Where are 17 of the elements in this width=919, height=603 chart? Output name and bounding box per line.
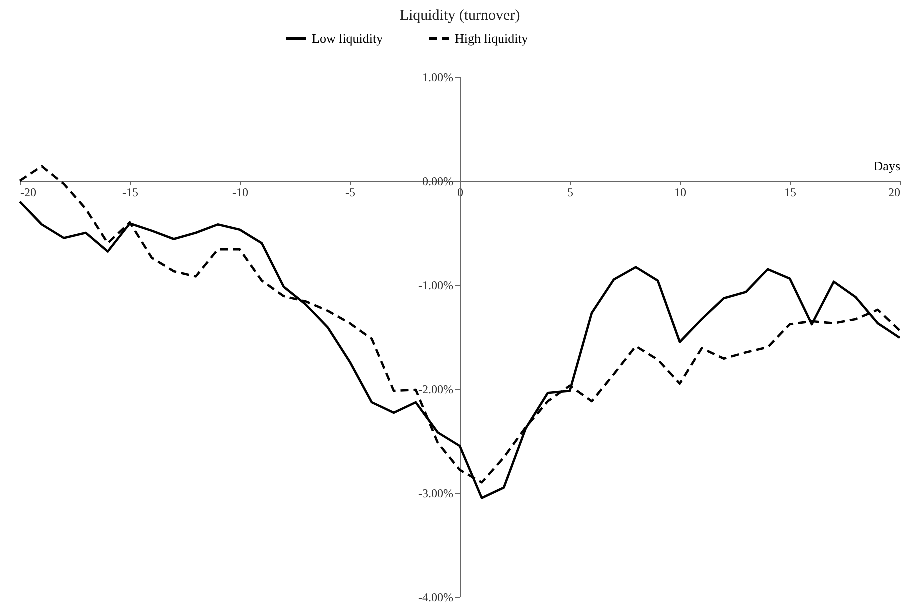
chart-title: Liquidity (turnover)	[400, 8, 520, 24]
y-tick-label: -3.00%	[418, 486, 454, 500]
y-tick-label: -2.00%	[418, 382, 454, 396]
y-tick-label: 1.00%	[422, 70, 454, 84]
legend-label: Low liquidity	[312, 30, 384, 46]
x-tick-label: -10	[232, 186, 248, 200]
x-tick-label: 10	[674, 186, 686, 200]
x-tick-label: 15	[784, 186, 796, 200]
x-tick-label: -15	[122, 186, 138, 200]
x-tick-label: 20	[888, 186, 900, 200]
x-tick-label: -5	[346, 186, 356, 200]
y-tick-label: -4.00%	[418, 590, 454, 603]
x-axis-title: Days	[874, 158, 900, 174]
y-tick-label: -1.00%	[418, 278, 454, 292]
x-tick-label: -20	[20, 186, 36, 200]
x-tick-label: 5	[568, 186, 574, 200]
legend-label: High liquidity	[455, 30, 529, 46]
